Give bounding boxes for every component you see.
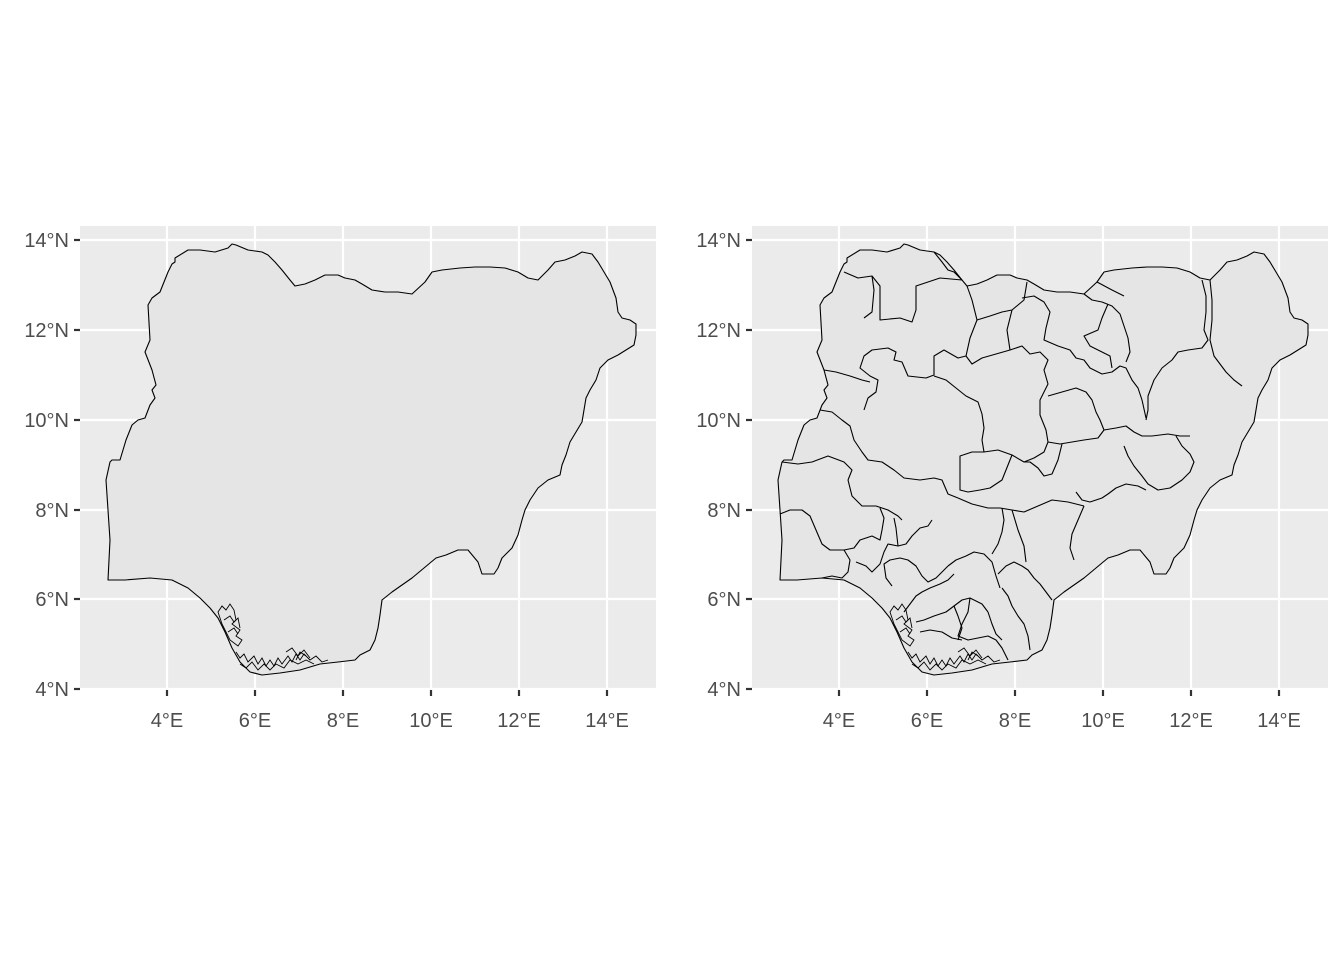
y-tick-label: 12°N [24,320,69,342]
y-tick-label: 10°N [696,410,741,432]
x-tick-label: 8°E [327,710,359,732]
x-tick-label: 12°E [1169,710,1213,732]
x-tick-label: 8°E [999,710,1031,732]
x-tick-label: 6°E [911,710,943,732]
y-tick-label: 4°N [35,679,69,701]
x-tick-label: 10°E [1081,710,1125,732]
y-tick-label: 6°N [35,589,69,611]
y-tick-label: 6°N [707,589,741,611]
y-tick-label: 14°N [696,230,741,252]
y-tick-label: 8°N [707,500,741,522]
x-tick-label: 10°E [409,710,453,732]
y-tick-label: 8°N [35,500,69,522]
x-tick-label: 6°E [239,710,271,732]
y-tick-label: 12°N [696,320,741,342]
y-tick-label: 4°N [707,679,741,701]
x-tick-label: 12°E [497,710,541,732]
y-axis: 14°N 12°N 10°N 8°N 6°N 4°N [696,230,752,701]
x-axis: 4°E 6°E 8°E 10°E 12°E 14°E [823,690,1301,732]
y-tick-label: 10°N [24,410,69,432]
x-tick-label: 14°E [1257,710,1301,732]
map-panel-country: 14°N 12°N 10°N 8°N 6°N 4°N 4°E 6°E 8°E 1… [24,226,656,732]
y-axis: 14°N 12°N 10°N 8°N 6°N 4°N [24,230,80,701]
x-tick-label: 4°E [151,710,183,732]
state-boundaries [779,251,1243,661]
x-tick-label: 14°E [585,710,629,732]
map-panel-states: 14°N 12°N 10°N 8°N 6°N 4°N 4°E 6°E 8°E 1… [696,226,1328,732]
y-tick-label: 14°N [24,230,69,252]
x-axis: 4°E 6°E 8°E 10°E 12°E 14°E [151,690,629,732]
x-tick-label: 4°E [823,710,855,732]
